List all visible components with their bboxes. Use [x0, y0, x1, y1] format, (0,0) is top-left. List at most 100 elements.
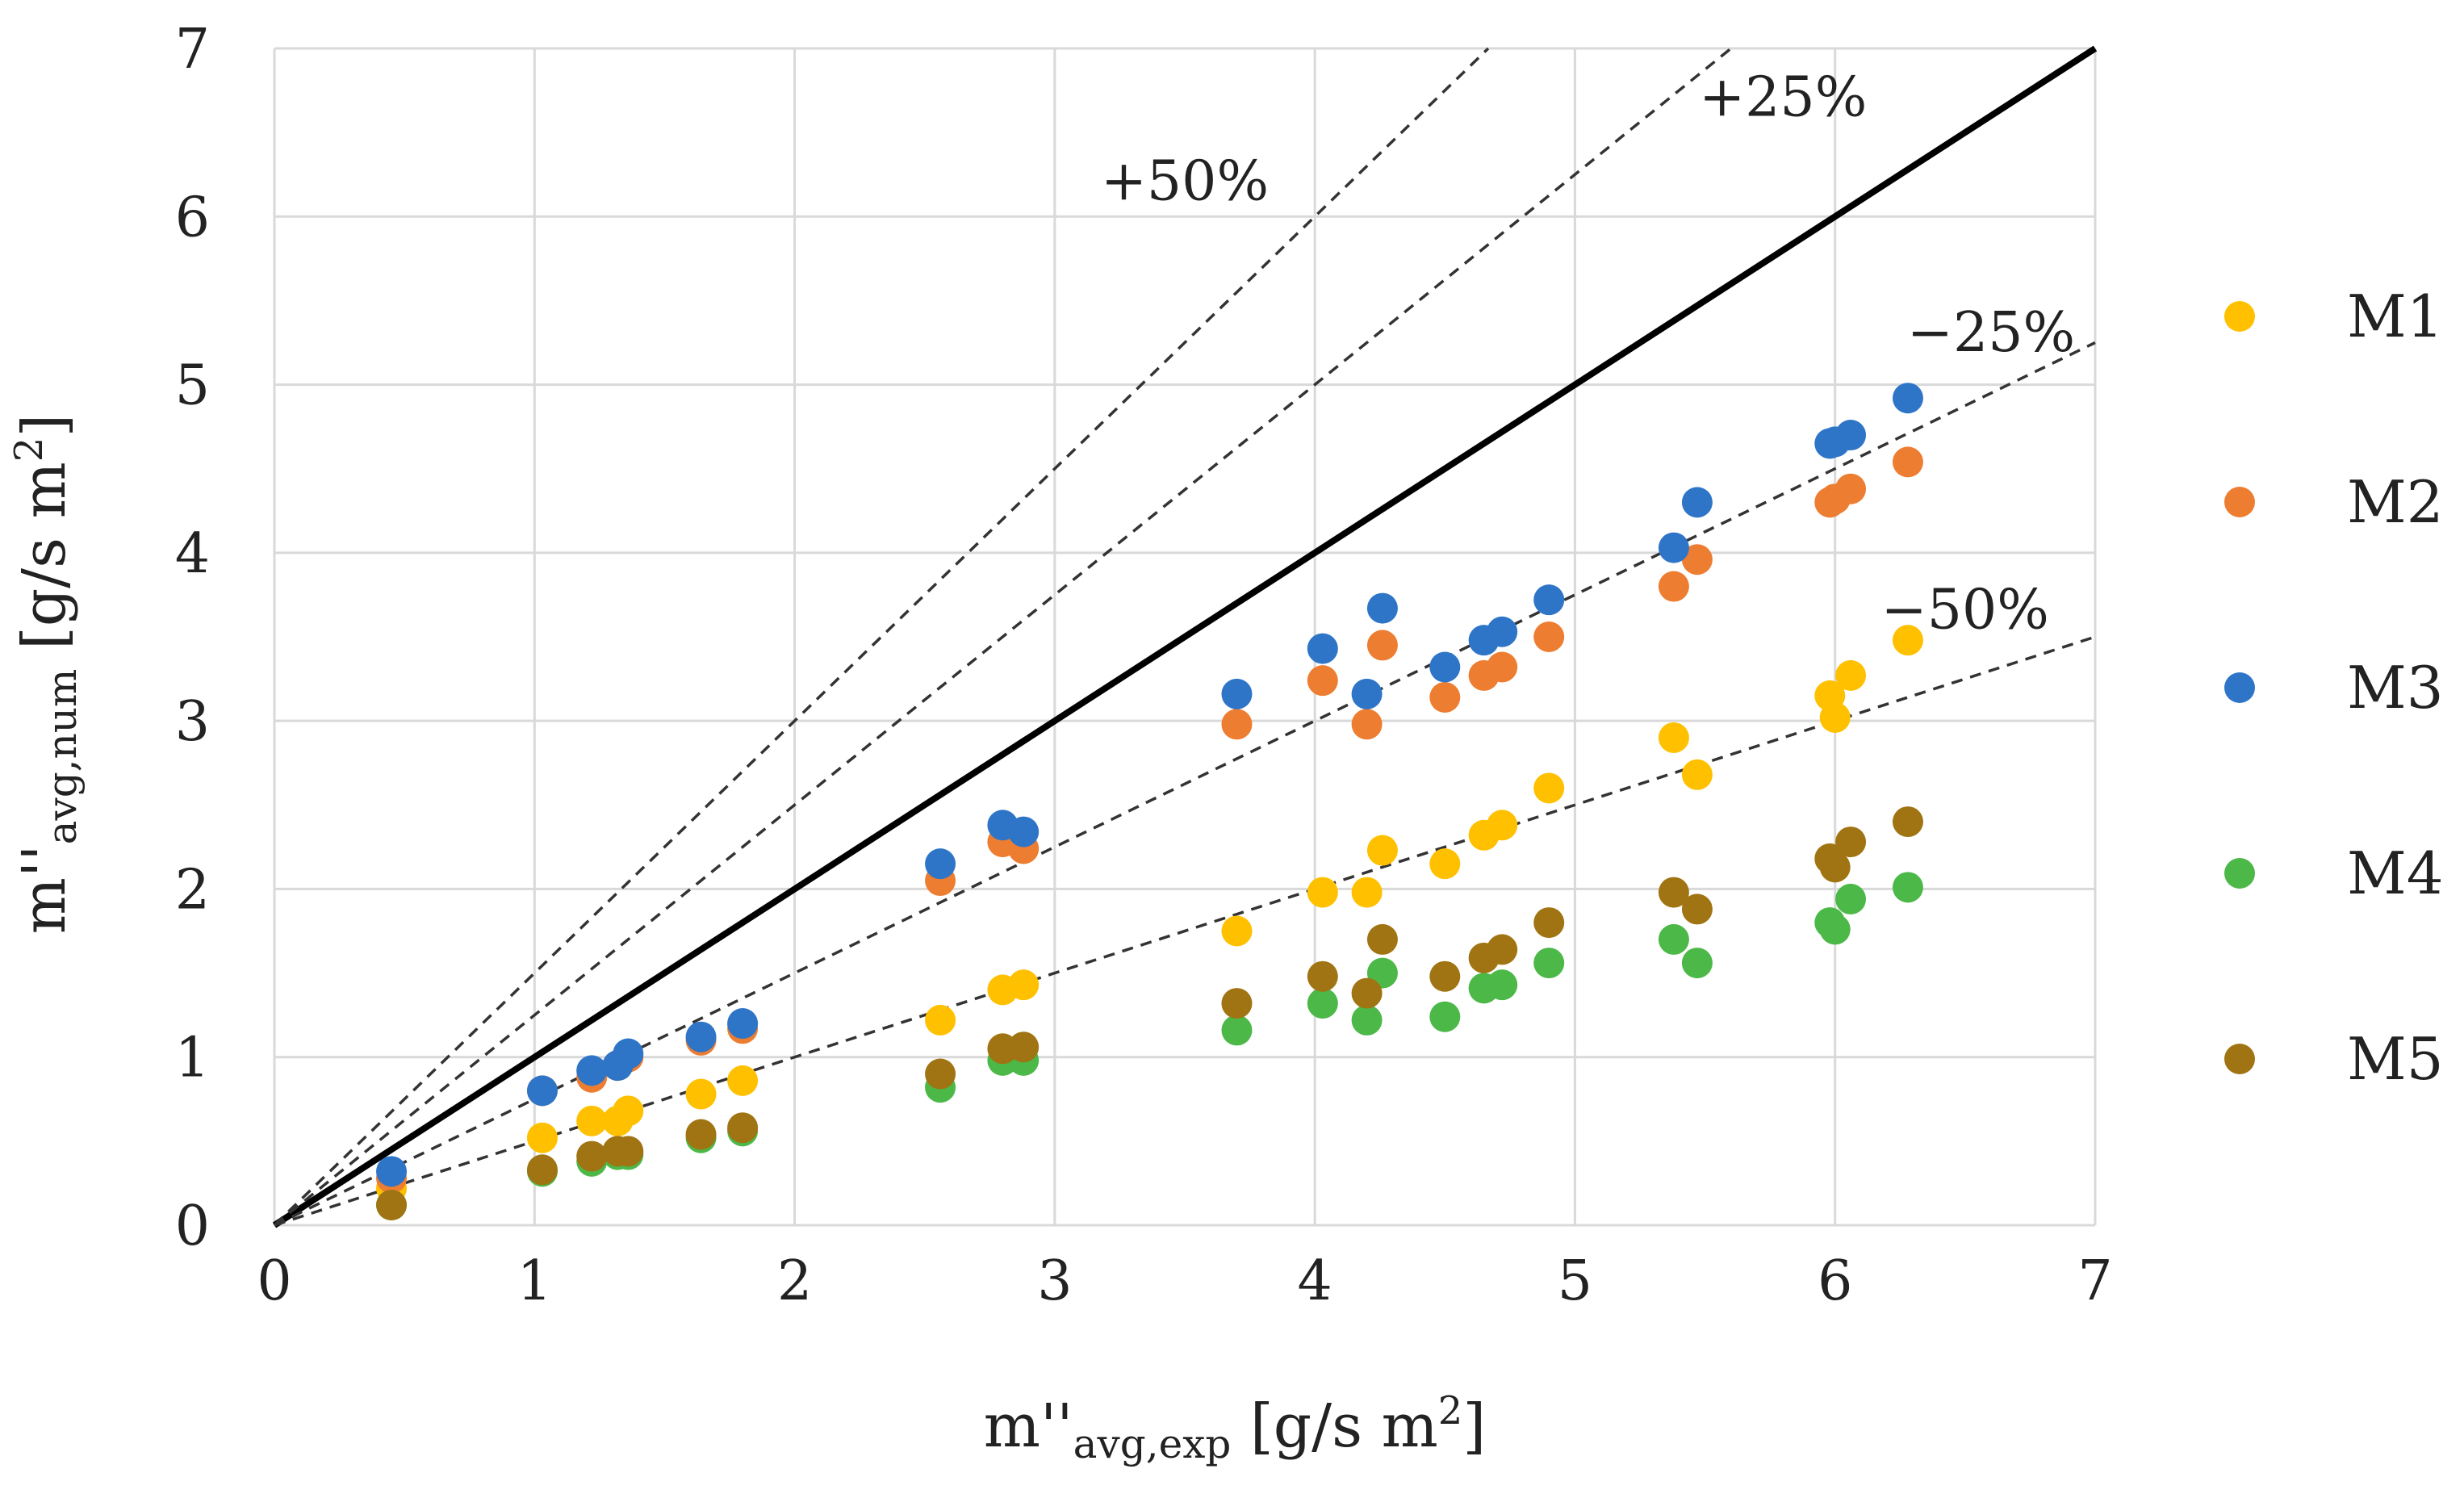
- point-M4-23: [1892, 872, 1923, 903]
- point-M2-11: [1307, 665, 1338, 697]
- point-M5-13: [1366, 923, 1398, 955]
- point-M5-14: [1429, 960, 1461, 992]
- y-axis-title: m''avg,num [g/s m2]: [6, 414, 86, 934]
- point-M1-14: [1429, 848, 1461, 880]
- point-M1-21: [1819, 701, 1851, 733]
- reference-line-parity: [272, 45, 2098, 1228]
- point-M3-9: [1008, 816, 1040, 847]
- point-M5-7: [925, 1058, 956, 1090]
- point-M5-11: [1307, 960, 1338, 992]
- series-M5: [376, 806, 1923, 1221]
- point-M5-10: [1221, 988, 1253, 1019]
- point-M3-4: [613, 1038, 644, 1069]
- legend: M1 M2 M3 M4 M5: [2224, 282, 2444, 1093]
- legend-label-M4: M4: [2347, 839, 2444, 907]
- y-tick-label-2: 2: [175, 858, 210, 922]
- point-M1-12: [1351, 877, 1383, 908]
- legend-label-M5: M5: [2347, 1025, 2444, 1093]
- point-M1-5: [685, 1078, 717, 1110]
- point-M5-4: [613, 1136, 644, 1167]
- point-M4-22: [1835, 883, 1867, 914]
- y-tick-label-1: 1: [175, 1027, 210, 1090]
- point-M2-17: [1533, 621, 1565, 652]
- point-M1-16: [1487, 810, 1518, 841]
- y-tick-label-7: 7: [175, 18, 210, 82]
- point-M2-18: [1658, 571, 1689, 602]
- y-axis-title-unit-end: ]: [10, 414, 79, 437]
- point-M2-10: [1221, 709, 1253, 740]
- point-M1-22: [1835, 659, 1867, 691]
- point-M2-16: [1487, 651, 1518, 683]
- point-M1-13: [1366, 835, 1398, 866]
- point-M1-1: [526, 1122, 558, 1153]
- point-M3-7: [925, 848, 956, 880]
- reference-line-plus50: [273, 47, 1490, 1227]
- x-axis-title-unit-end: ]: [1462, 1391, 1486, 1461]
- y-tick-label-3: 3: [175, 690, 210, 754]
- x-tick-label-7: 7: [2077, 1249, 2112, 1313]
- point-M5-21: [1819, 852, 1851, 883]
- y-axis-title-unit-sup: 2: [6, 437, 52, 462]
- legend-label-M3: M3: [2347, 654, 2444, 722]
- point-M2-13: [1366, 630, 1398, 661]
- x-tick-label-4: 4: [1298, 1249, 1332, 1313]
- point-M3-6: [727, 1008, 759, 1040]
- point-M3-19: [1681, 487, 1713, 518]
- point-M1-6: [727, 1065, 759, 1096]
- point-M1-2: [576, 1105, 608, 1136]
- reference-lines: [272, 45, 2098, 1228]
- series-M4: [376, 872, 1923, 1221]
- point-M4-17: [1533, 948, 1565, 979]
- reference-label-minus50: −50%: [1881, 579, 2049, 642]
- x-axis-title-unit-sup: 2: [1438, 1388, 1463, 1433]
- point-M4-21: [1819, 914, 1851, 945]
- point-M2-12: [1351, 709, 1383, 740]
- y-axis-title-main: m'': [10, 844, 79, 934]
- point-M1-10: [1221, 915, 1253, 947]
- x-tick-label-0: 0: [257, 1249, 291, 1313]
- x-tick-label-3: 3: [1037, 1249, 1072, 1313]
- point-M2-22: [1835, 473, 1867, 504]
- point-M4-10: [1221, 1015, 1253, 1046]
- point-M1-23: [1892, 625, 1923, 656]
- x-axis-title-main: m'': [984, 1391, 1073, 1461]
- point-M2-19: [1681, 544, 1713, 575]
- x-tick-label-6: 6: [1818, 1249, 1852, 1313]
- legend-marker-M1: [2224, 301, 2255, 332]
- series-M1: [376, 625, 1923, 1204]
- x-axis-title-unit: [g/s m: [1231, 1391, 1437, 1461]
- point-M4-19: [1681, 948, 1713, 979]
- point-M1-9: [1008, 969, 1040, 1001]
- x-tick-label-1: 1: [517, 1249, 552, 1313]
- point-M3-18: [1658, 532, 1689, 563]
- point-M3-11: [1307, 633, 1338, 664]
- legend-label-M2: M2: [2347, 468, 2444, 536]
- y-tick-label-5: 5: [175, 354, 210, 418]
- point-M5-18: [1658, 877, 1689, 908]
- reference-label-plus25: +25%: [1699, 65, 1867, 129]
- point-M1-17: [1533, 772, 1565, 804]
- point-M5-19: [1681, 893, 1713, 925]
- reference-label-plus50: +50%: [1101, 149, 1269, 213]
- point-M3-2: [576, 1055, 608, 1086]
- point-M3-12: [1351, 678, 1383, 709]
- y-axis-title-sub: avg,num: [39, 669, 86, 845]
- point-M5-9: [1008, 1032, 1040, 1063]
- point-M3-17: [1533, 584, 1565, 616]
- point-M3-5: [685, 1021, 717, 1052]
- point-M1-18: [1658, 722, 1689, 753]
- point-M4-11: [1307, 988, 1338, 1019]
- point-M5-5: [685, 1119, 717, 1150]
- point-M2-14: [1429, 681, 1461, 713]
- point-M5-22: [1835, 827, 1867, 858]
- point-M1-4: [613, 1095, 644, 1127]
- legend-marker-M3: [2224, 672, 2255, 703]
- x-tick-label-2: 2: [777, 1249, 812, 1313]
- point-M4-14: [1429, 1001, 1461, 1032]
- point-M3-16: [1487, 616, 1518, 647]
- legend-marker-M5: [2224, 1044, 2255, 1074]
- point-M4-18: [1658, 923, 1689, 955]
- point-M1-7: [925, 1004, 956, 1036]
- x-axis-title-sub: avg,exp: [1073, 1421, 1232, 1467]
